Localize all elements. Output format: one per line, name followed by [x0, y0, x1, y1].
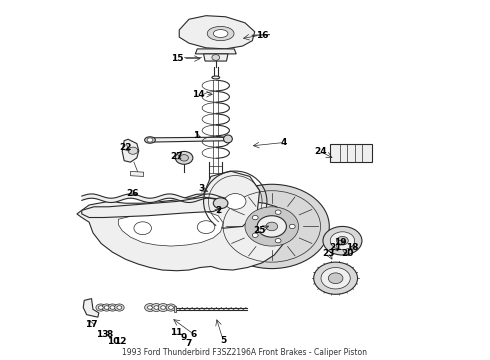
Text: 15: 15 [171, 54, 183, 63]
Text: 13: 13 [97, 330, 109, 339]
Circle shape [257, 216, 287, 237]
Text: 9: 9 [181, 333, 187, 342]
Text: 5: 5 [220, 336, 226, 345]
Circle shape [314, 262, 358, 294]
Text: 25: 25 [253, 225, 266, 234]
Polygon shape [330, 144, 372, 162]
Text: 7: 7 [186, 339, 192, 348]
Text: 2: 2 [215, 206, 221, 215]
Circle shape [330, 232, 355, 249]
Text: 4: 4 [281, 138, 287, 147]
Circle shape [108, 304, 117, 311]
Text: 24: 24 [314, 147, 327, 156]
Polygon shape [82, 197, 223, 217]
Circle shape [213, 198, 228, 208]
Circle shape [214, 184, 329, 269]
Circle shape [252, 233, 258, 237]
Ellipse shape [212, 76, 220, 79]
Circle shape [154, 306, 159, 309]
Text: 16: 16 [256, 31, 269, 40]
Text: 3: 3 [198, 184, 204, 193]
Text: 1: 1 [193, 131, 199, 140]
Text: 27: 27 [171, 152, 183, 161]
Circle shape [275, 210, 281, 214]
Polygon shape [147, 137, 228, 142]
Circle shape [245, 207, 298, 246]
Circle shape [166, 304, 176, 311]
Circle shape [115, 304, 124, 311]
Circle shape [102, 304, 112, 311]
Circle shape [337, 237, 348, 245]
Polygon shape [179, 16, 255, 49]
Text: 20: 20 [341, 249, 353, 258]
Circle shape [328, 273, 343, 284]
Circle shape [266, 222, 278, 231]
Text: 19: 19 [334, 238, 346, 247]
Text: 22: 22 [120, 143, 132, 152]
Polygon shape [203, 54, 228, 61]
Circle shape [98, 306, 103, 309]
Polygon shape [118, 210, 223, 246]
Text: 17: 17 [85, 320, 98, 329]
Circle shape [128, 147, 138, 154]
Circle shape [151, 303, 162, 311]
Text: 21: 21 [329, 243, 342, 252]
Polygon shape [83, 298, 99, 317]
Text: 12: 12 [114, 337, 126, 346]
Polygon shape [203, 171, 260, 228]
Ellipse shape [145, 137, 155, 143]
Circle shape [252, 216, 258, 220]
Ellipse shape [213, 30, 228, 37]
Circle shape [321, 267, 350, 289]
Circle shape [323, 226, 362, 255]
Polygon shape [77, 194, 287, 271]
Text: 23: 23 [322, 249, 335, 258]
Circle shape [96, 304, 106, 311]
Circle shape [289, 224, 295, 229]
Text: 1993 Ford Thunderbird F3SZ2196A Front Brakes - Caliper Piston: 1993 Ford Thunderbird F3SZ2196A Front Br… [122, 348, 368, 357]
Ellipse shape [207, 26, 234, 41]
Polygon shape [196, 49, 236, 54]
Polygon shape [130, 171, 144, 176]
Circle shape [158, 303, 169, 311]
Circle shape [212, 55, 220, 60]
Circle shape [110, 306, 115, 309]
Circle shape [169, 306, 173, 309]
Text: 11: 11 [170, 328, 182, 337]
Circle shape [147, 138, 153, 142]
Text: 10: 10 [107, 337, 120, 346]
Circle shape [180, 155, 189, 161]
Text: 14: 14 [193, 90, 205, 99]
Circle shape [147, 306, 152, 309]
Text: 6: 6 [191, 330, 197, 339]
Ellipse shape [223, 135, 232, 143]
Text: 26: 26 [127, 189, 139, 198]
Circle shape [275, 239, 281, 243]
Circle shape [197, 221, 215, 234]
Circle shape [134, 222, 151, 235]
Circle shape [224, 194, 246, 209]
Polygon shape [122, 139, 139, 162]
Polygon shape [174, 306, 176, 312]
Circle shape [145, 303, 155, 311]
Text: 18: 18 [346, 243, 359, 252]
Circle shape [175, 152, 193, 164]
Circle shape [104, 306, 109, 309]
Text: 8: 8 [106, 330, 113, 339]
Circle shape [117, 306, 122, 309]
Circle shape [161, 306, 166, 309]
